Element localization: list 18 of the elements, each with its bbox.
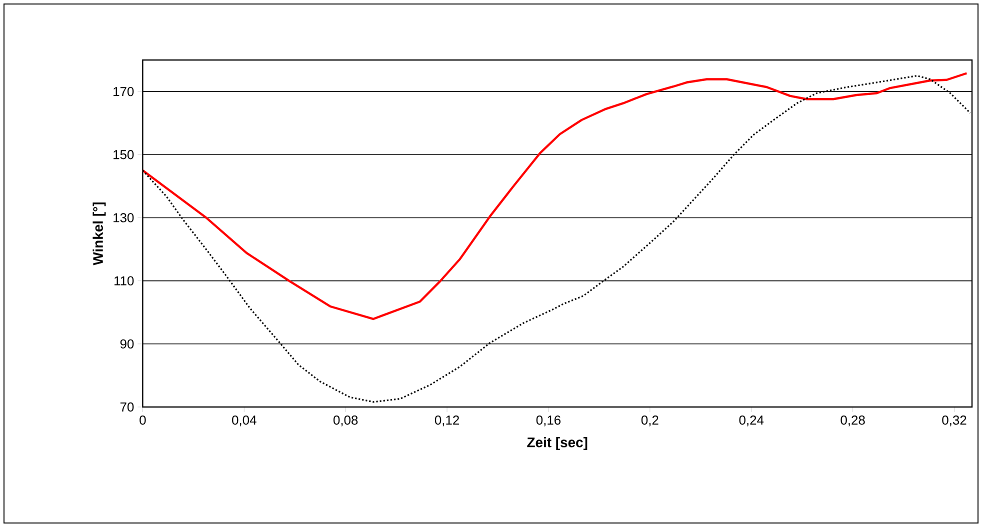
x-tick-label: 0,08 <box>333 416 358 426</box>
y-tick-label: 90 <box>120 339 134 348</box>
x-tick-label: 0,28 <box>840 416 865 426</box>
x-tick-label: 0,24 <box>739 416 764 426</box>
y-tick-label: 170 <box>114 86 134 96</box>
x-tick-label: 0,16 <box>536 416 561 426</box>
y-tick-label: 150 <box>114 150 134 160</box>
x-tick-label: 0,2 <box>641 416 658 426</box>
line-series <box>142 72 968 320</box>
x-tick-label: 0,04 <box>232 416 256 426</box>
x-axis-title: Zeit [sec] <box>527 437 588 450</box>
x-tick-label: 0,12 <box>434 416 459 426</box>
x-tick-label: 0 <box>140 416 146 425</box>
x-tick-label: 0,32 <box>942 416 966 426</box>
y-axis-title: Winkel [°] <box>92 202 106 266</box>
y-tick-label: 110 <box>114 276 134 286</box>
y-tick-label: 130 <box>114 213 134 222</box>
y-tick-label: 70 <box>120 402 134 412</box>
